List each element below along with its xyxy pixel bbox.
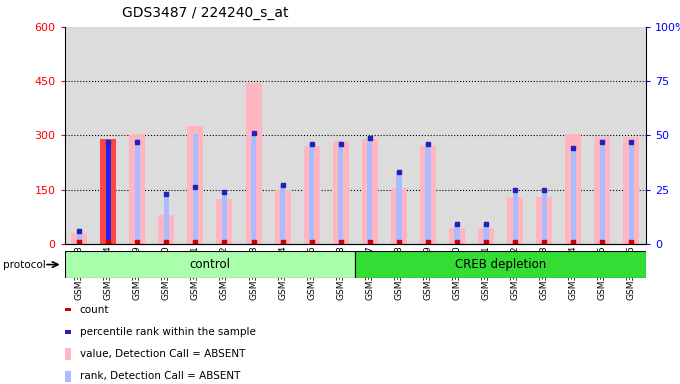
Bar (483, 224, 489, 244)
Bar (122, 27, 152, 244)
Bar (268, 27, 297, 244)
Bar (338, 141, 343, 244)
Bar (391, 188, 407, 244)
Bar (77, 231, 82, 244)
Bar (152, 27, 181, 244)
Text: CREB depletion: CREB depletion (455, 258, 546, 271)
Bar (413, 27, 443, 244)
Bar (164, 193, 169, 244)
Text: value, Detection Call = ABSENT: value, Detection Call = ABSENT (80, 349, 245, 359)
Bar (624, 137, 639, 244)
Bar (443, 27, 472, 244)
Bar (188, 126, 203, 244)
Bar (275, 190, 290, 244)
FancyBboxPatch shape (65, 251, 355, 278)
Bar (507, 197, 523, 244)
Bar (129, 134, 146, 244)
Bar (105, 142, 111, 244)
Bar (222, 191, 227, 244)
Text: GDS3487 / 224240_s_at: GDS3487 / 224240_s_at (122, 6, 289, 20)
Bar (500, 27, 530, 244)
Bar (420, 146, 436, 244)
Text: percentile rank within the sample: percentile rank within the sample (80, 327, 256, 337)
Bar (629, 141, 634, 244)
Bar (65, 27, 94, 244)
Bar (193, 134, 198, 244)
Bar (158, 215, 174, 244)
Bar (210, 27, 239, 244)
Bar (100, 139, 116, 244)
Bar (478, 228, 494, 244)
Bar (559, 27, 588, 244)
Bar (333, 141, 349, 244)
Bar (362, 139, 378, 244)
Bar (454, 224, 460, 244)
Bar (617, 27, 646, 244)
Bar (449, 228, 465, 244)
Bar (472, 27, 500, 244)
Bar (571, 146, 576, 244)
Bar (326, 27, 355, 244)
Bar (94, 27, 122, 244)
Bar (542, 188, 547, 244)
Bar (239, 27, 268, 244)
Bar (530, 27, 559, 244)
Text: count: count (80, 305, 109, 314)
Bar (181, 27, 210, 244)
Bar (384, 27, 413, 244)
Bar (600, 139, 605, 244)
Bar (565, 134, 581, 244)
Bar (71, 233, 87, 244)
Bar (355, 27, 384, 244)
FancyBboxPatch shape (355, 251, 646, 278)
Bar (426, 142, 430, 244)
Bar (367, 137, 373, 244)
Bar (135, 139, 140, 244)
Bar (396, 172, 401, 244)
Bar (309, 142, 314, 244)
Bar (251, 134, 256, 244)
Bar (594, 137, 611, 244)
Bar (513, 188, 517, 244)
Text: rank, Detection Call = ABSENT: rank, Detection Call = ABSENT (80, 371, 240, 381)
Bar (588, 27, 617, 244)
Bar (537, 197, 552, 244)
Bar (245, 83, 262, 244)
Text: control: control (190, 258, 231, 271)
Bar (280, 184, 285, 244)
Bar (297, 27, 326, 244)
Text: protocol: protocol (3, 260, 46, 270)
Bar (304, 146, 320, 244)
Bar (216, 199, 233, 244)
